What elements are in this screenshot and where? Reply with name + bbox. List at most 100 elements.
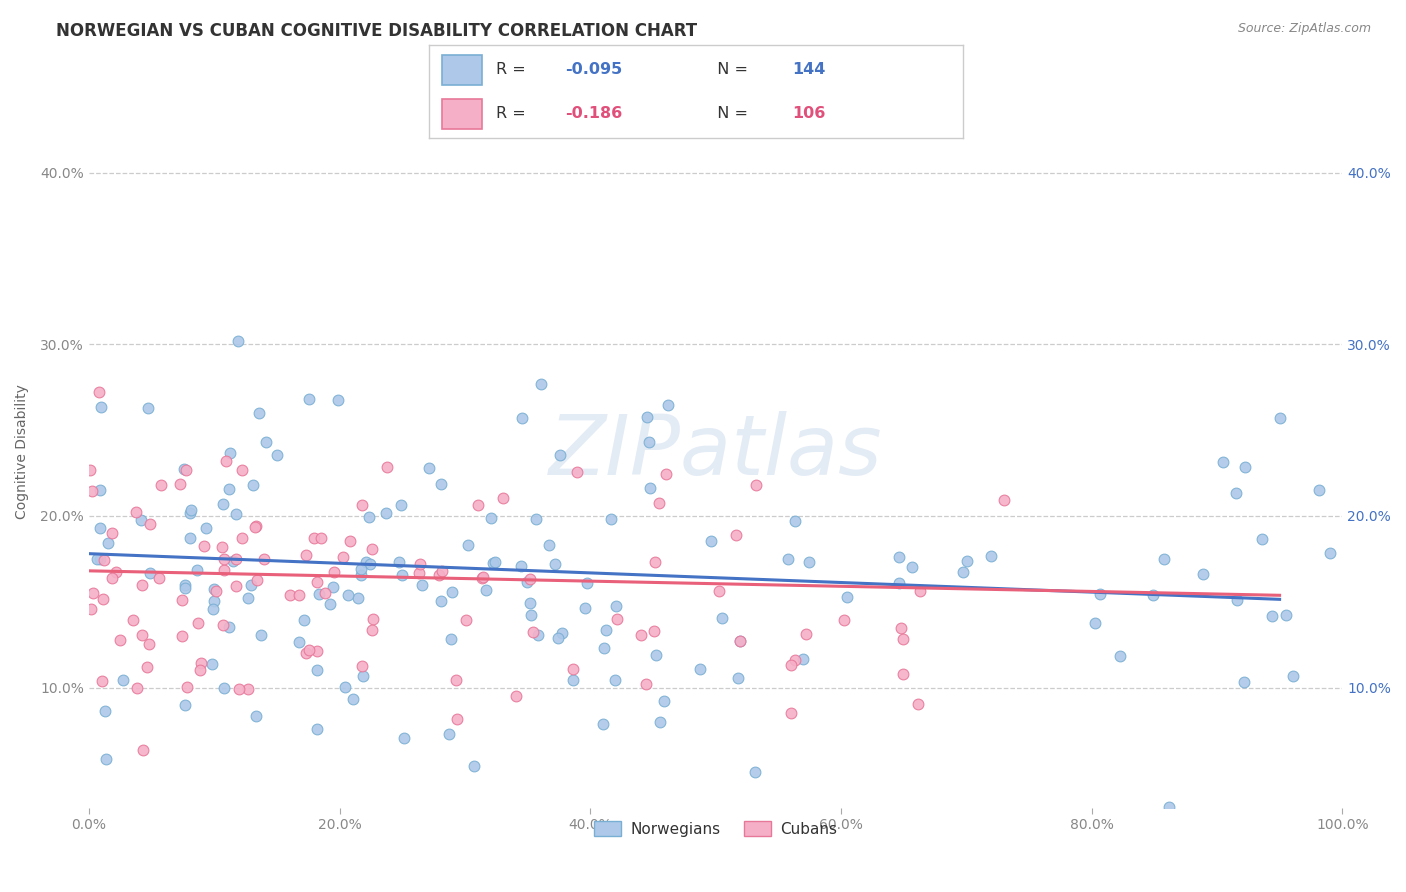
Cubans (170, 592, 193, 607)
Cubans (101, 525, 124, 540)
Norwegians (411, 578, 433, 592)
Norwegians (547, 631, 569, 645)
Norwegians (173, 462, 195, 476)
Norwegians (356, 555, 378, 569)
Norwegians (575, 576, 598, 591)
Cubans (295, 548, 318, 562)
Norwegians (699, 534, 721, 549)
Norwegians (638, 434, 661, 449)
Cubans (188, 664, 211, 678)
Norwegians (346, 591, 368, 606)
Cubans (243, 520, 266, 534)
Norwegians (592, 717, 614, 731)
Norwegians (202, 582, 225, 597)
Norwegians (482, 556, 505, 570)
Cubans (193, 539, 215, 553)
Cubans (361, 623, 384, 637)
Cubans (565, 465, 588, 479)
Norwegians (730, 633, 752, 648)
Norwegians (305, 663, 328, 677)
Norwegians (179, 531, 201, 545)
Norwegians (1282, 668, 1305, 682)
Y-axis label: Cognitive Disability: Cognitive Disability (15, 384, 30, 519)
Cubans (630, 627, 652, 641)
Norwegians (212, 497, 235, 511)
Cubans (131, 577, 153, 591)
Norwegians (174, 698, 197, 712)
Norwegians (593, 640, 616, 655)
Norwegians (174, 581, 197, 595)
Norwegians (530, 377, 553, 392)
Cubans (245, 519, 267, 533)
Norwegians (266, 448, 288, 462)
Norwegians (202, 593, 225, 607)
Norwegians (744, 764, 766, 779)
Text: 106: 106 (792, 106, 825, 121)
Cubans (176, 680, 198, 694)
Norwegians (212, 681, 235, 695)
Cubans (505, 690, 527, 704)
Cubans (105, 565, 128, 579)
Norwegians (180, 503, 202, 517)
Cubans (132, 743, 155, 757)
Norwegians (219, 446, 242, 460)
Norwegians (520, 608, 543, 623)
Norwegians (952, 566, 974, 580)
Cubans (211, 541, 233, 555)
Cubans (91, 674, 114, 689)
Cubans (429, 567, 451, 582)
Cubans (730, 634, 752, 648)
Norwegians (430, 593, 453, 607)
Legend: Norwegians, Cubans: Norwegians, Cubans (588, 814, 844, 843)
Norwegians (562, 673, 585, 687)
Norwegians (574, 601, 596, 615)
Norwegians (186, 563, 208, 577)
Cubans (309, 532, 332, 546)
Norwegians (418, 460, 440, 475)
Text: R =: R = (496, 62, 530, 78)
Norwegians (350, 567, 373, 582)
Norwegians (1192, 566, 1215, 581)
Norwegians (516, 574, 538, 589)
Cubans (332, 550, 354, 565)
Norwegians (349, 562, 371, 576)
Norwegians (550, 448, 572, 462)
Norwegians (1212, 455, 1234, 469)
Cubans (187, 615, 209, 630)
Cubans (136, 660, 159, 674)
Norwegians (389, 498, 412, 512)
Cubans (231, 463, 253, 477)
Cubans (236, 682, 259, 697)
Cubans (80, 483, 103, 498)
Cubans (138, 637, 160, 651)
Cubans (298, 642, 321, 657)
Norwegians (139, 566, 162, 581)
Cubans (139, 516, 162, 531)
Cubans (288, 587, 311, 601)
Cubans (100, 571, 122, 585)
FancyBboxPatch shape (441, 99, 482, 129)
Norwegians (94, 752, 117, 766)
Norwegians (440, 585, 463, 599)
Cubans (779, 657, 801, 672)
Norwegians (650, 714, 672, 729)
Norwegians (785, 514, 807, 528)
Cubans (654, 467, 676, 482)
Cubans (908, 584, 931, 599)
Norwegians (288, 634, 311, 648)
Norwegians (226, 334, 249, 348)
Cubans (780, 706, 803, 721)
Norwegians (1090, 587, 1112, 601)
Text: R =: R = (496, 106, 536, 121)
Norwegians (359, 557, 381, 571)
Norwegians (638, 481, 661, 495)
Cubans (562, 662, 585, 676)
Cubans (636, 676, 658, 690)
Norwegians (463, 758, 485, 772)
Norwegians (1251, 532, 1274, 546)
Norwegians (333, 680, 356, 694)
Norwegians (544, 558, 567, 572)
Norwegians (600, 512, 623, 526)
Norwegians (430, 476, 453, 491)
Norwegians (437, 727, 460, 741)
